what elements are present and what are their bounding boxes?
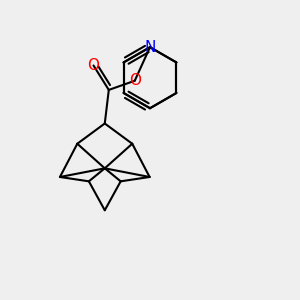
Text: N: N [144,40,156,55]
Text: O: O [129,73,141,88]
Text: O: O [88,58,100,73]
